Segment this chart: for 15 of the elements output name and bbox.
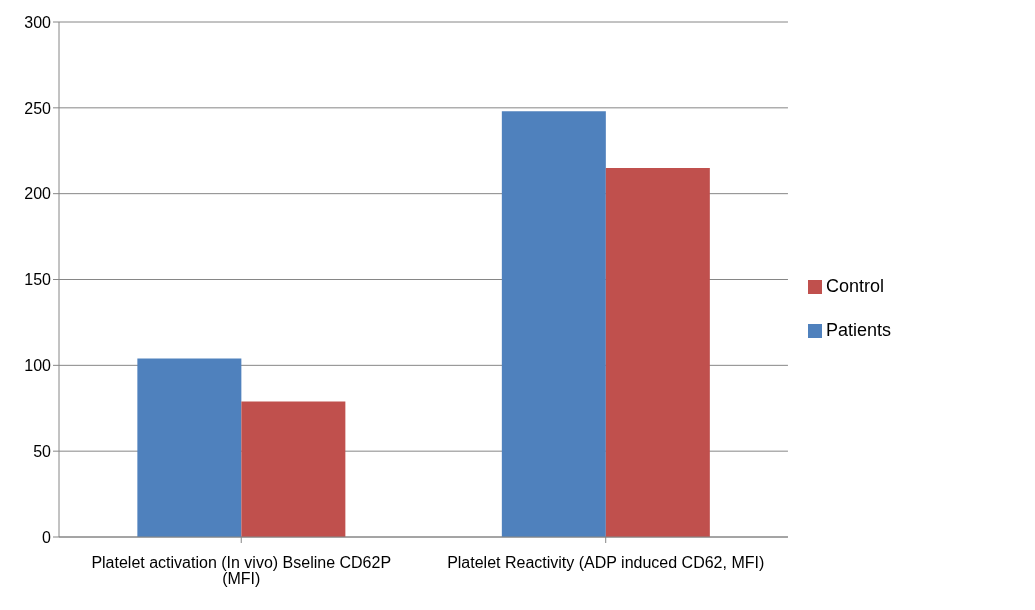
y-tick-label: 100: [24, 357, 52, 375]
x-tick-label: Platelet Reactivity (ADP induced CD62, MFI): [447, 554, 765, 572]
y-tick-label: 300: [24, 13, 52, 31]
bar: [137, 358, 242, 537]
y-tick-label: 250: [24, 99, 52, 117]
y-tick-label: 150: [24, 271, 52, 289]
bar: [241, 401, 346, 537]
bar: [605, 167, 710, 537]
y-tick-label: 0: [42, 528, 52, 546]
bar: [501, 111, 606, 537]
y-tick-label: 50: [33, 442, 52, 460]
legend-label: Patients: [825, 320, 891, 340]
legend-label: Control: [825, 276, 884, 296]
y-tick-label: 200: [24, 185, 52, 203]
x-tick-label: Platelet activation (In vivo) Bseline CD62P (MFI): [91, 554, 392, 588]
